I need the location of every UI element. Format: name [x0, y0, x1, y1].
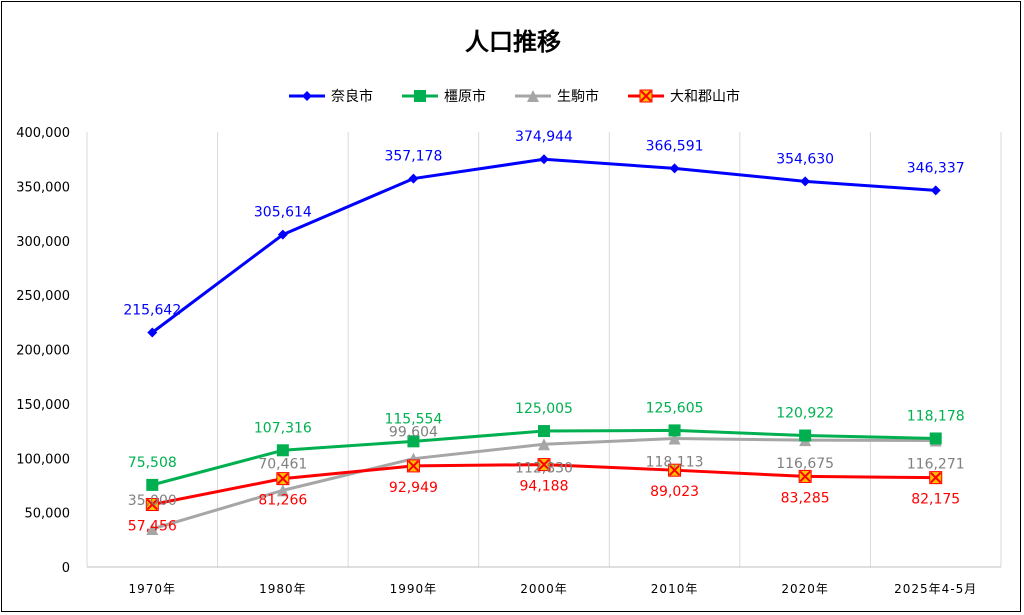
data-label: 107,316: [254, 420, 312, 436]
data-label: 82,175: [911, 492, 960, 508]
x-tick-label: 1970年: [129, 582, 177, 596]
data-label: 112,830: [515, 460, 573, 476]
data-point: [668, 432, 681, 445]
data-label: 120,922: [776, 405, 834, 421]
data-point: [276, 484, 289, 497]
x-tick-label: 2020年: [781, 582, 829, 596]
data-point: [276, 472, 290, 486]
y-tick-label: 250,000: [16, 289, 70, 304]
data-point: [302, 91, 312, 101]
series-group: [145, 154, 943, 535]
data-label: 92,949: [389, 480, 438, 496]
legend-item: 橿原市: [402, 88, 486, 105]
data-point: [527, 90, 539, 102]
data-label: 94,188: [520, 479, 569, 495]
data-label: 83,285: [781, 490, 830, 506]
y-tick-label: 0: [62, 561, 70, 576]
legend-label: 生駒市: [557, 88, 599, 105]
data-point: [668, 463, 682, 477]
x-tick-label: 2000年: [520, 582, 568, 596]
data-label: 89,023: [650, 484, 699, 500]
x-axis: 1970年 1980年 1990年 2000年 2010年 2020年 2025年4-5月: [87, 566, 1001, 596]
y-tick-label: 50,000: [25, 507, 71, 522]
data-point: [145, 498, 159, 512]
x-tick-label: 2025年4-5月: [894, 582, 977, 596]
grid-lines: [86, 132, 1002, 567]
data-point: [798, 469, 812, 483]
data-label: 75,508: [128, 455, 177, 471]
data-point: [406, 459, 420, 473]
y-tick-label: 350,000: [16, 180, 70, 195]
chart-title: 人口推移: [465, 28, 561, 56]
data-label: 125,605: [646, 400, 704, 416]
data-label: 116,271: [907, 457, 965, 473]
data-point: [799, 429, 812, 442]
y-tick-label: 100,000: [16, 452, 70, 467]
data-point: [669, 163, 680, 174]
data-point: [538, 425, 550, 438]
data-point: [147, 327, 158, 338]
data-label: 354,630: [776, 151, 834, 167]
legend-item: 生駒市: [515, 88, 599, 105]
x-tick-label: 2010年: [651, 582, 699, 596]
data-label: 81,266: [258, 493, 307, 509]
data-labels-group: 215,642 305,614 357,178 374,944 366,591 354,6…: [123, 129, 964, 534]
data-point: [668, 424, 681, 437]
data-point: [537, 458, 551, 472]
y-axis: 0 50,000 100,000 150,000 200,000 250,000 300,0…: [16, 126, 70, 576]
legend-label: 橿原市: [444, 88, 486, 105]
data-point: [639, 89, 653, 103]
legend-label: 大和郡山市: [670, 88, 740, 105]
data-point: [800, 176, 811, 187]
legend-item: 大和郡山市: [628, 88, 740, 105]
data-label: 99,604: [389, 425, 438, 441]
data-point: [276, 444, 289, 457]
data-point: [146, 522, 159, 535]
series-line: [151, 157, 936, 334]
data-label: 366,591: [646, 138, 704, 154]
data-point: [929, 432, 942, 445]
data-point: [146, 478, 159, 491]
x-tick-label: 1980年: [259, 582, 307, 596]
y-tick-label: 300,000: [16, 235, 70, 250]
data-label: 215,642: [123, 302, 181, 318]
data-point: [930, 185, 941, 196]
data-point: [407, 435, 420, 448]
data-point: [414, 90, 426, 102]
legend-item: 奈良市: [289, 88, 373, 105]
x-tick-label: 1990年: [390, 582, 438, 596]
data-label: 305,614: [254, 205, 312, 221]
data-label: 35,000: [128, 493, 177, 509]
data-label: 115,554: [384, 411, 442, 427]
y-tick-label: 400,000: [16, 126, 70, 141]
data-label: 346,337: [907, 160, 965, 176]
data-point: [538, 438, 550, 451]
data-label: 57,456: [128, 519, 177, 535]
data-label: 374,944: [515, 129, 573, 145]
legend-label: 奈良市: [331, 88, 373, 105]
y-tick-label: 150,000: [16, 398, 70, 413]
data-label: 118,178: [907, 408, 965, 424]
data-point: [277, 229, 288, 240]
data-label: 70,461: [258, 456, 307, 472]
data-point: [539, 154, 549, 165]
data-label: 125,005: [515, 401, 573, 417]
y-tick-label: 200,000: [16, 344, 70, 359]
data-label: 357,178: [384, 149, 442, 165]
data-point: [929, 471, 943, 485]
data-label: 116,675: [776, 456, 834, 472]
data-label: 118,113: [646, 455, 704, 471]
data-point: [408, 173, 419, 184]
legend: 奈良市 橿原市 生駒市 大和郡山市: [289, 88, 740, 105]
